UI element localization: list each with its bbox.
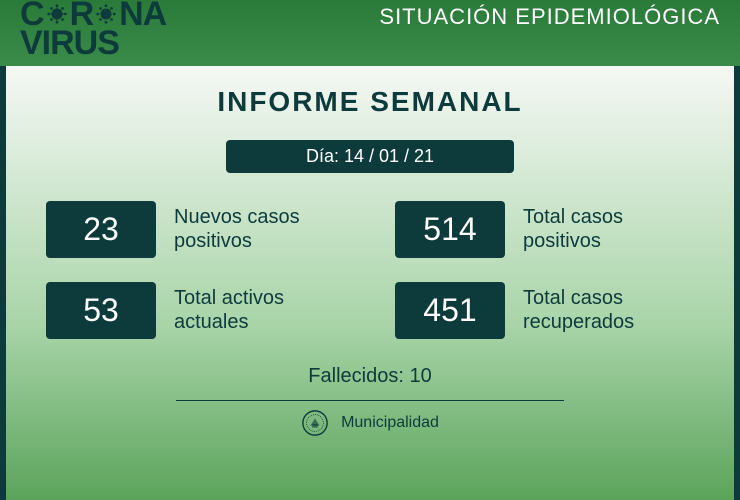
stat-recovered-cases: 451 Total casos recuperados — [395, 282, 694, 339]
stat-total-cases: 514 Total casos positivos — [395, 201, 694, 258]
stat-label: Total casos positivos — [523, 205, 694, 253]
stat-label: Nuevos casos positivos — [174, 205, 345, 253]
logo-na: NA — [119, 0, 166, 29]
footer: Municipalidad — [301, 409, 439, 437]
municipality-seal-icon — [301, 409, 329, 437]
stat-active-cases: 53 Total activos actuales — [46, 282, 345, 339]
stat-number: 23 — [46, 201, 156, 258]
municipality-label: Municipalidad — [341, 414, 439, 432]
date-pill: Día: 14 / 01 / 21 — [226, 140, 514, 173]
logo-line2: VIRUS — [20, 29, 166, 58]
report-title: INFORME SEMANAL — [217, 86, 522, 118]
header-section: C — [0, 0, 740, 66]
corona-logo: C — [20, 0, 166, 58]
virus-icon — [46, 3, 68, 25]
stat-number: 451 — [395, 282, 505, 339]
stat-number: 53 — [46, 282, 156, 339]
stat-number: 514 — [395, 201, 505, 258]
stat-label: Total activos actuales — [174, 286, 345, 334]
divider — [176, 400, 565, 401]
virus-icon — [95, 3, 117, 25]
body-section: INFORME SEMANAL Día: 14 / 01 / 21 23 Nue… — [0, 66, 740, 500]
stat-label: Total casos recuperados — [523, 286, 694, 334]
logo-text: C — [20, 0, 166, 58]
deaths-text: Fallecidos: 10 — [308, 365, 431, 388]
infographic-container: C — [0, 0, 740, 500]
stat-new-cases: 23 Nuevos casos positivos — [46, 201, 345, 258]
situation-title: SITUACIÓN EPIDEMIOLÓGICA — [379, 0, 720, 30]
stats-grid: 23 Nuevos casos positivos 514 Total caso… — [46, 201, 694, 339]
